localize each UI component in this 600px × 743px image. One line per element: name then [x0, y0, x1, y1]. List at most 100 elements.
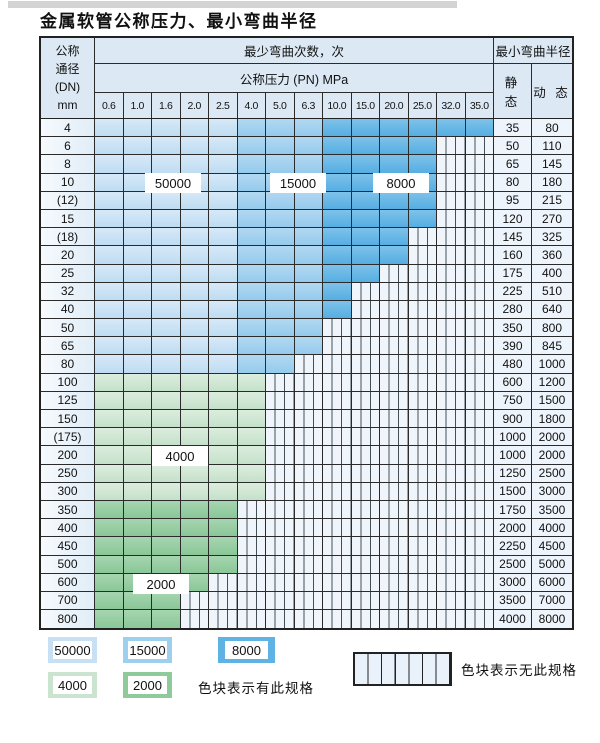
spec-cell: [95, 209, 124, 229]
spec-cell: [180, 319, 209, 338]
spec-cell: [351, 137, 380, 156]
no-spec-cell: [380, 573, 409, 592]
dynamic-value: 3000: [532, 482, 572, 501]
dynamic-value: 2000: [532, 446, 572, 465]
no-spec-cell: [323, 391, 352, 410]
spec-cell: [408, 155, 437, 174]
no-spec-cell: [465, 573, 494, 592]
spec-cell: [123, 119, 152, 138]
pn-tick: 10.0: [323, 93, 352, 118]
spec-cell: [95, 155, 124, 174]
spec-cell: [180, 300, 209, 320]
no-spec-cell: [465, 373, 494, 392]
no-spec-cell: [380, 337, 409, 356]
spec-cell: [123, 373, 152, 392]
no-spec-cell: [437, 482, 466, 501]
spec-cell: [294, 209, 323, 229]
no-spec-cell: [408, 282, 437, 301]
spec-cell: [152, 137, 181, 156]
spec-cell: [152, 373, 181, 392]
dn-cell: 700: [41, 591, 95, 611]
spec-cell: [95, 555, 124, 574]
no-spec-cell: [380, 264, 409, 283]
zone-label-50000: 50000: [145, 173, 201, 193]
no-spec-cell: [465, 428, 494, 447]
spec-cell: [95, 264, 124, 283]
no-spec-cell: [266, 464, 295, 483]
dn-cell: 8: [41, 155, 95, 174]
dn-cell: 40: [41, 300, 95, 320]
no-spec-cell: [266, 482, 295, 501]
no-spec-cell: [437, 319, 466, 338]
no-spec-cell: [380, 482, 409, 501]
dynamic-value: 845: [532, 337, 572, 356]
no-spec-cell: [437, 137, 466, 156]
spec-cell: [123, 137, 152, 156]
no-spec-cell: [351, 555, 380, 574]
spec-cell: [152, 209, 181, 229]
spec-cell: [180, 537, 209, 556]
no-spec-cell: [266, 610, 295, 629]
spec-cell: [209, 428, 238, 447]
dn-cell: (12): [41, 191, 95, 210]
spec-cell: [237, 300, 266, 320]
header-bend-radius: 最小弯曲半径: [494, 38, 572, 64]
spec-cell: [351, 119, 380, 138]
dynamic-value: 4500: [532, 537, 572, 556]
no-spec-cell: [351, 500, 380, 520]
spec-cell: [266, 155, 295, 174]
spec-cell: [237, 209, 266, 229]
no-spec-cell: [437, 155, 466, 174]
spec-cell: [180, 228, 209, 247]
static-value: 1000: [494, 446, 532, 465]
dynamic-value: 80: [532, 119, 572, 138]
no-spec-cell: [380, 319, 409, 338]
spec-cell: [323, 137, 352, 156]
no-spec-cell: [408, 264, 437, 283]
dynamic-value: 5000: [532, 555, 572, 574]
no-spec-cell: [437, 500, 466, 520]
spec-cell: [209, 537, 238, 556]
no-spec-cell: [237, 610, 266, 629]
no-spec-cell: [323, 610, 352, 629]
pn-tick: 2.0: [180, 93, 209, 118]
no-spec-cell: [465, 591, 494, 611]
spec-cell: [180, 482, 209, 501]
no-spec-cell: [408, 300, 437, 320]
spec-cell: [152, 319, 181, 338]
no-spec-cell: [351, 591, 380, 611]
spec-cell: [294, 155, 323, 174]
no-spec-cell: [465, 191, 494, 210]
dynamic-value: 400: [532, 264, 572, 283]
spec-cell: [465, 119, 494, 138]
spec-cell: [123, 519, 152, 538]
spec-cell: [323, 228, 352, 247]
no-spec-cell: [237, 591, 266, 611]
static-value: 120: [494, 209, 532, 229]
no-spec-cell: [380, 519, 409, 538]
no-spec-cell: [180, 610, 209, 629]
no-spec-cell: [294, 428, 323, 447]
spec-cell: [209, 228, 238, 247]
spec-table: 公称 通径 (DN) mm 最少弯曲次数，次 最小弯曲半径 公称压力 (PN) …: [39, 36, 574, 631]
no-spec-cell: [437, 246, 466, 265]
spec-cell: [95, 410, 124, 429]
static-value: 1250: [494, 464, 532, 483]
dn-cell: (175): [41, 428, 95, 447]
table-body: 4 35 80 6 50 110 8 65 145 10 80 180 (12) 95 215 15 120 27…: [39, 118, 574, 631]
spec-cell: [95, 337, 124, 356]
pn-tick: 4.0: [237, 93, 266, 118]
no-spec-cell: [294, 446, 323, 465]
spec-cell: [237, 246, 266, 265]
static-value: 4000: [494, 610, 532, 629]
no-spec-cell: [465, 173, 494, 192]
dn-cell: 100: [41, 373, 95, 392]
no-spec-cell: [380, 355, 409, 374]
no-spec-cell: [266, 410, 295, 429]
no-spec-cell: [351, 337, 380, 356]
no-spec-cell: [465, 537, 494, 556]
legend-swatch-15000: 15000: [123, 637, 172, 663]
no-spec-cell: [437, 555, 466, 574]
legend-swatch-50000: 50000: [48, 637, 97, 663]
no-spec-cell: [323, 591, 352, 611]
